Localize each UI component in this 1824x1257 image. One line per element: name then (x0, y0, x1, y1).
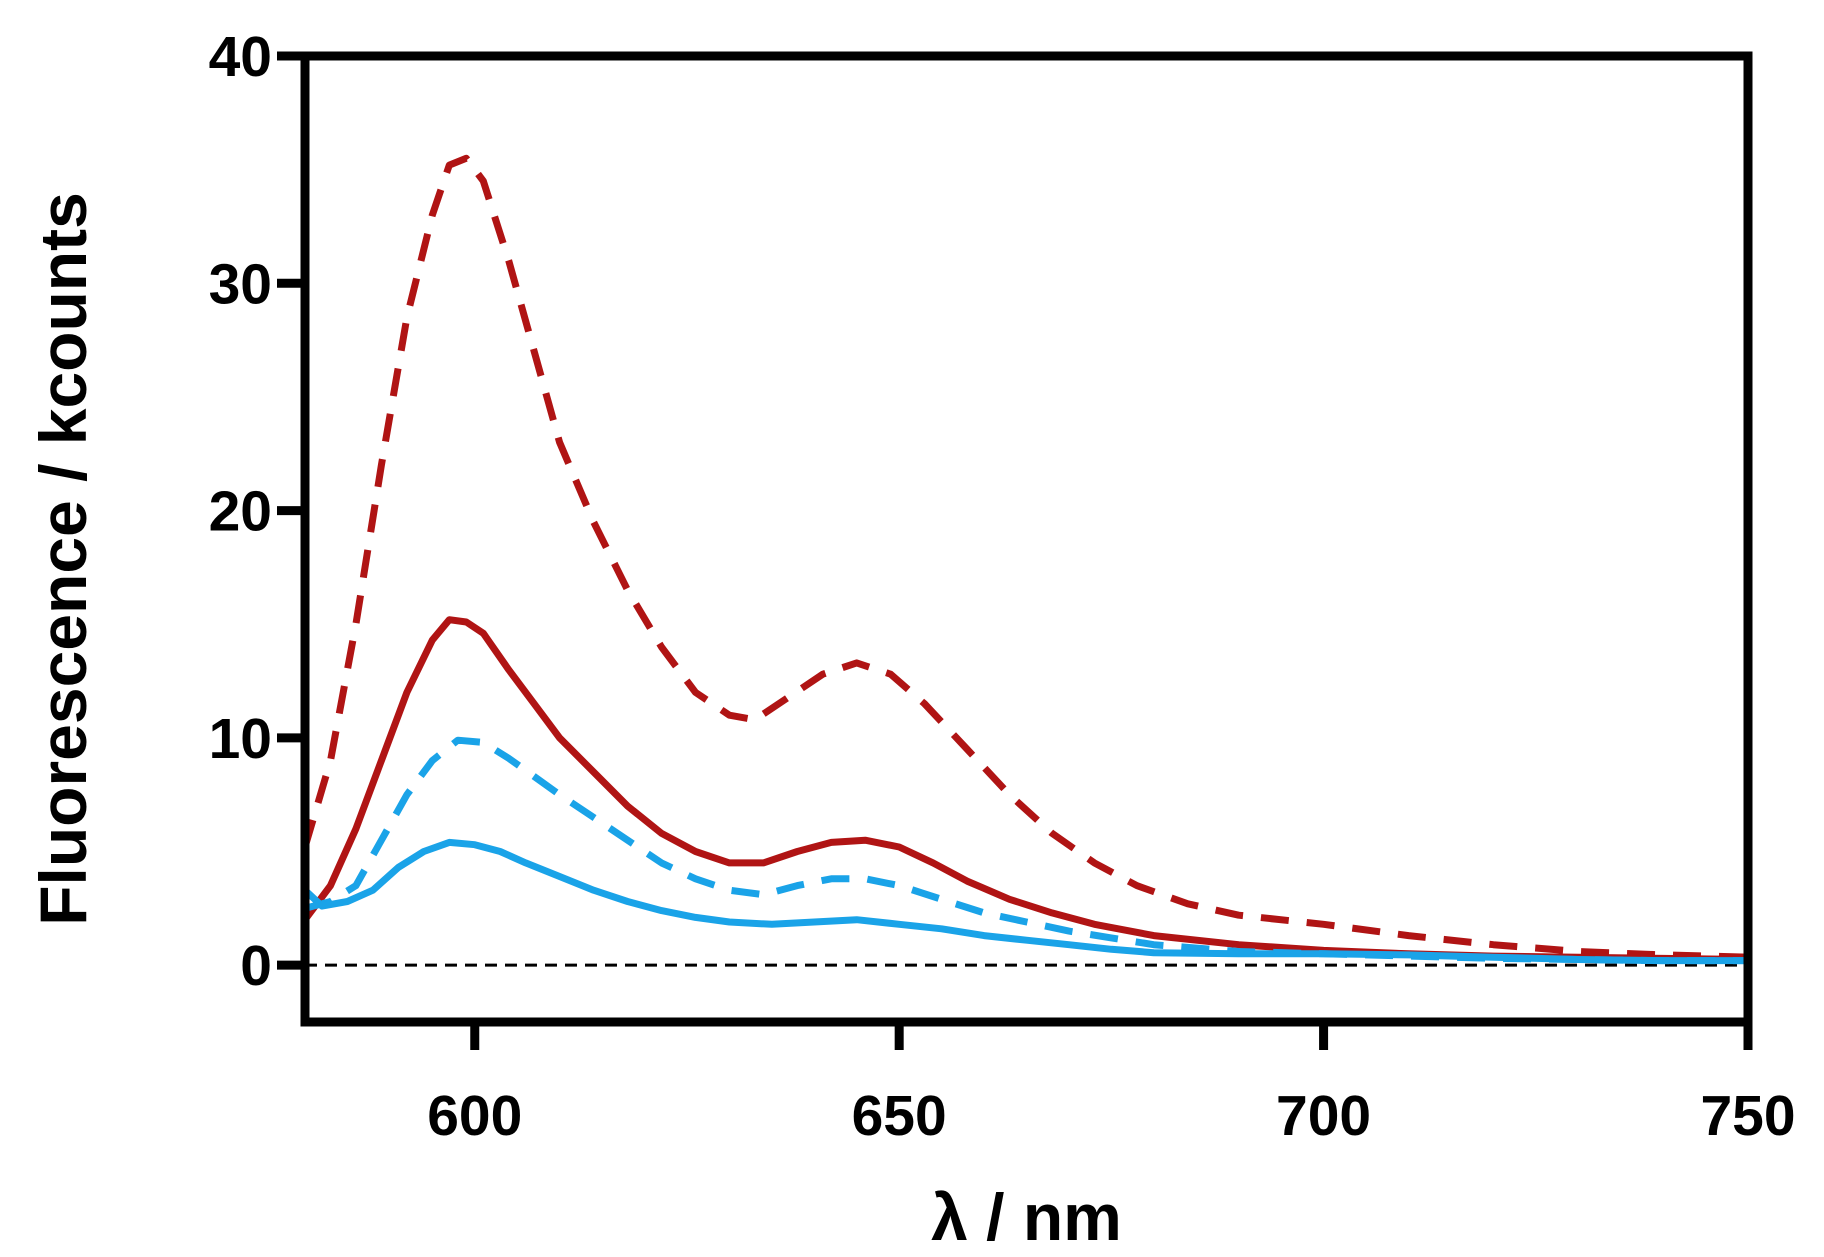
tick-layer (277, 51, 1753, 1050)
x-tick-label-700: 700 (1276, 1084, 1371, 1148)
tick-label-layer: 600 650 700 750 0 10 20 30 40 (209, 25, 1796, 1148)
plot-frame (300, 51, 1753, 1027)
y-tick-label-20: 20 (209, 480, 272, 544)
y-tick-label-0: 0 (240, 934, 272, 998)
x-tick-label-750: 750 (1700, 1084, 1795, 1148)
series-line-light-blue-solid (302, 838, 1748, 965)
y-tick-label-40: 40 (209, 25, 272, 89)
series-line-dark-red-dashed (301, 154, 1749, 961)
x-axis-title: λ / nm (931, 1180, 1122, 1254)
y-tick-label-30: 30 (209, 252, 272, 316)
y-tick-label-10: 10 (209, 707, 272, 771)
y-axis-title: Fluorescence / kcounts (26, 192, 100, 926)
series-line-light-blue-dashed (304, 736, 1748, 965)
series-line-dark-red-solid (302, 616, 1749, 963)
x-tick-label-650: 650 (852, 1084, 947, 1148)
x-tick-label-600: 600 (427, 1084, 522, 1148)
series-layer (301, 154, 1749, 965)
